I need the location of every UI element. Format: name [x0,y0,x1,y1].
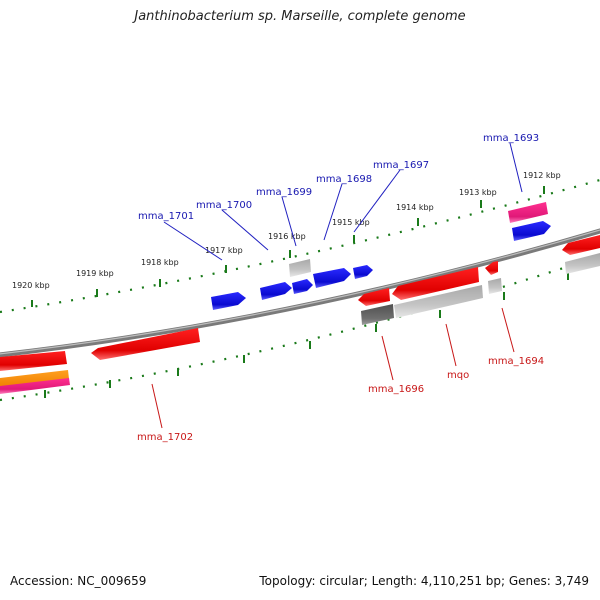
scale-label-1917: 1917 kbp [205,246,243,255]
gene-red-upper-right[interactable] [562,235,600,255]
gene-orange-left-edge[interactable] [0,370,69,387]
gene-darkgray-1696[interactable] [361,304,394,325]
gene-red-left-edge[interactable] [0,351,67,371]
gene-gray-upper-right[interactable] [565,253,600,274]
gene-mma_1694[interactable] [485,261,498,275]
label-mma_1700[interactable]: mma_1700 [196,200,252,211]
genome-backbone-highlight [0,229,600,355]
label-mma_1698[interactable]: mma_1698 [316,174,372,185]
gene-mma_1699[interactable] [292,279,313,294]
gene-gray-mqo[interactable] [394,285,483,318]
scale-label-1919: 1919 kbp [76,269,114,278]
gene-mma_1697[interactable] [353,265,373,279]
label-mma_1693[interactable]: mma_1693 [483,133,539,144]
scale-label-1918: 1918 kbp [141,258,179,267]
gene-rna-pink[interactable] [508,202,548,223]
gene-gray-1694[interactable] [488,278,502,294]
gene-mma_1700[interactable] [260,282,292,300]
lower-label-leaders [151,307,515,429]
reverse-strand-genes [0,261,502,394]
lower-scale-ring [0,254,600,402]
upper-label-leaders [163,142,523,261]
gene-gray-1916[interactable] [289,259,311,277]
label-mma_1694[interactable]: mma_1694 [488,356,544,367]
scale-label-1920: 1920 kbp [12,281,50,290]
label-mma_1701[interactable]: mma_1701 [138,211,194,222]
gene-mqo[interactable] [392,267,479,300]
gene-mma_1702[interactable] [91,328,200,360]
label-mma_1702[interactable]: mma_1702 [137,432,193,443]
genome-stats-text: Topology: circular; Length: 4,110,251 bp… [259,574,589,588]
gene-mma_1696[interactable] [358,288,390,306]
label-mma_1699[interactable]: mma_1699 [256,187,312,198]
scale-label-1915: 1915 kbp [332,218,370,227]
gene-mma_1701[interactable] [211,292,246,310]
gene-mma_1698[interactable] [313,268,351,288]
label-mma_1696[interactable]: mma_1696 [368,384,424,395]
upper-scale-ticks [31,186,545,307]
scale-label-1912: 1912 kbp [523,171,561,180]
label-mqo[interactable]: mqo [447,370,469,381]
accession-text: Accession: NC_009659 [10,574,147,588]
genome-title: Janthinobacterium sp. Marseille, complet… [134,9,466,24]
scale-label-1913: 1913 kbp [459,188,497,197]
forward-strand-genes [211,202,600,310]
scale-label-1916: 1916 kbp [268,232,306,241]
gene-mma_1693[interactable] [512,221,551,241]
gene-pink-left-edge[interactable] [0,378,70,394]
scale-label-1914: 1914 kbp [396,203,434,212]
label-mma_1697[interactable]: mma_1697 [373,160,429,171]
genome-backbone [0,228,600,358]
